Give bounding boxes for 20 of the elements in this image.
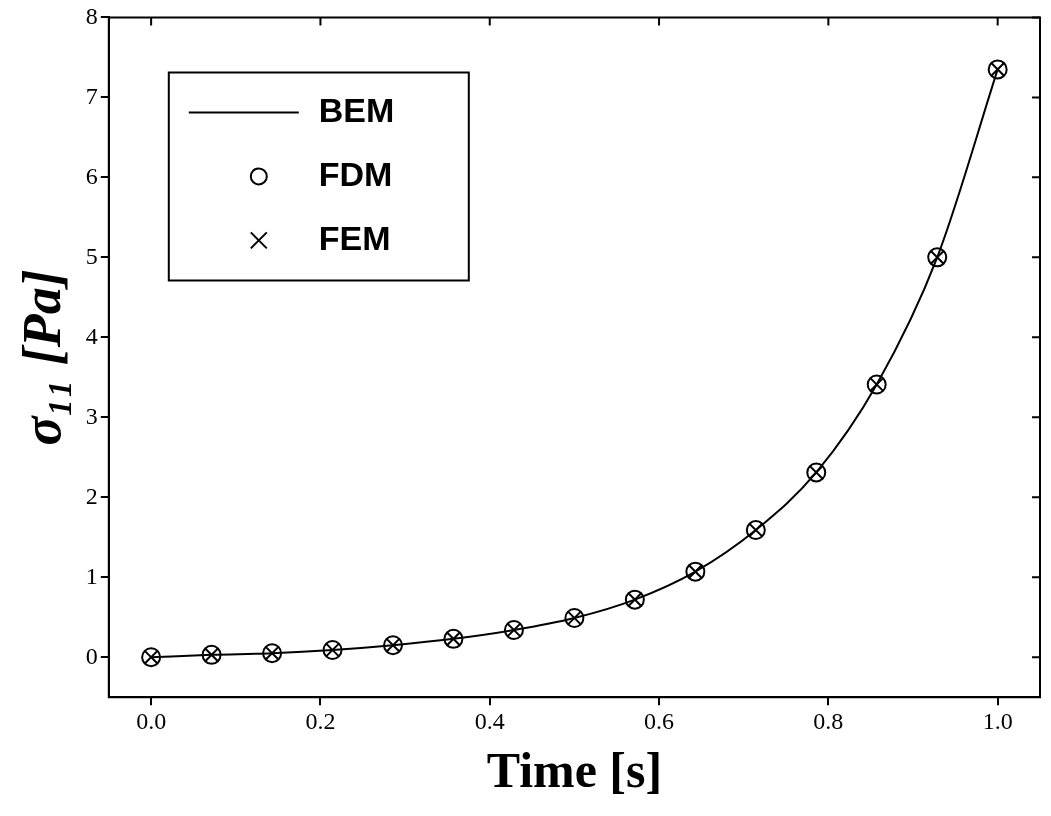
y-axis-title: σ₁₁ [Pa] [12,269,73,446]
x-tick-label: 0.4 [474,707,505,734]
y-tick-label: 3 [85,402,98,429]
y-tick-label: 6 [85,162,98,189]
x-tick-label: 1.0 [982,707,1013,734]
y-tick-label: 5 [85,242,98,269]
x-tick-label: 0.0 [136,707,167,734]
x-tick-label: 0.8 [813,707,844,734]
y-tick-label: 2 [85,482,98,509]
legend-label: FEM [318,218,391,257]
y-tick-label: 8 [85,2,98,29]
x-axis-title: Time [s] [486,741,663,798]
x-tick-label: 0.2 [305,707,336,734]
x-tick-label: 0.6 [644,707,675,734]
legend-label: FDM [318,154,393,193]
y-tick-label: 4 [85,322,98,349]
y-tick-label: 7 [85,82,98,109]
y-tick-label: 1 [85,562,98,589]
legend-label: BEM [318,90,395,129]
y-tick-label: 0 [85,642,98,669]
